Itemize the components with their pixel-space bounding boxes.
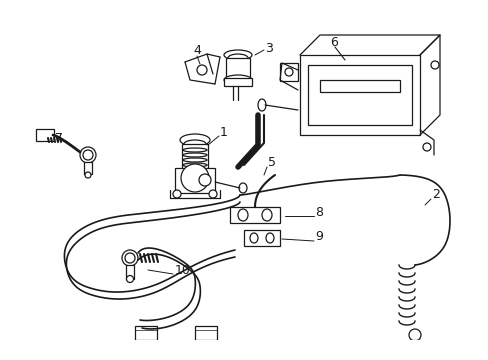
Bar <box>408 340 420 358</box>
Text: 4: 4 <box>193 44 201 57</box>
Ellipse shape <box>224 50 251 60</box>
Text: 3: 3 <box>264 41 272 54</box>
Bar <box>175 168 215 193</box>
Bar <box>195 326 217 340</box>
Ellipse shape <box>125 253 135 263</box>
Ellipse shape <box>122 250 138 266</box>
Bar <box>319 80 399 92</box>
Circle shape <box>197 65 206 75</box>
Ellipse shape <box>126 275 133 283</box>
Circle shape <box>208 190 217 198</box>
Bar <box>36 129 54 141</box>
Bar <box>299 55 419 135</box>
Bar <box>244 230 280 246</box>
Circle shape <box>285 68 292 76</box>
Text: 7: 7 <box>55 131 63 144</box>
Ellipse shape <box>180 134 209 146</box>
Text: 8: 8 <box>314 206 323 219</box>
Ellipse shape <box>85 172 91 178</box>
Ellipse shape <box>239 183 246 193</box>
Circle shape <box>422 143 430 151</box>
Bar <box>224 78 251 86</box>
Ellipse shape <box>430 61 438 69</box>
Circle shape <box>173 190 181 198</box>
Ellipse shape <box>408 329 420 341</box>
Bar <box>229 207 280 223</box>
Bar <box>307 65 411 125</box>
Ellipse shape <box>80 147 96 163</box>
Bar <box>182 144 207 169</box>
Ellipse shape <box>249 233 258 243</box>
Text: 1: 1 <box>220 126 227 139</box>
Circle shape <box>181 164 208 192</box>
Bar <box>225 58 249 80</box>
Ellipse shape <box>83 150 93 160</box>
Bar <box>126 265 134 279</box>
Bar <box>280 63 297 81</box>
Bar <box>135 326 157 340</box>
Ellipse shape <box>262 209 271 221</box>
Text: 9: 9 <box>314 230 322 243</box>
Ellipse shape <box>265 233 273 243</box>
Ellipse shape <box>238 209 247 221</box>
Text: 5: 5 <box>267 156 275 168</box>
Text: 2: 2 <box>431 189 439 202</box>
Ellipse shape <box>224 75 251 85</box>
Text: 6: 6 <box>329 36 337 49</box>
Circle shape <box>199 174 210 186</box>
Bar <box>84 162 92 174</box>
Ellipse shape <box>183 140 205 148</box>
Text: 10: 10 <box>175 264 190 276</box>
Ellipse shape <box>227 54 247 62</box>
Ellipse shape <box>258 99 265 111</box>
